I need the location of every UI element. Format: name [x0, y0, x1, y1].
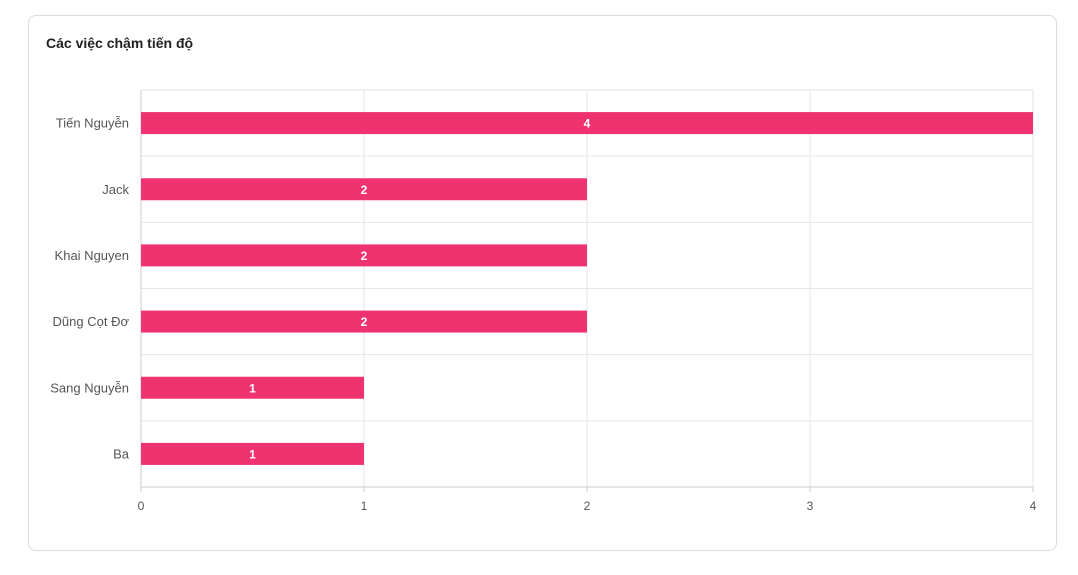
chart-title: Các việc chậm tiến độ [46, 35, 194, 51]
bar [141, 112, 1033, 135]
bar [141, 178, 587, 201]
bar [141, 244, 587, 267]
x-tick-label: 0 [138, 499, 145, 513]
y-category-label: Sang Nguyễn [50, 380, 129, 395]
bar-data-label: 1 [249, 447, 256, 461]
bar-data-label: 2 [361, 249, 368, 263]
x-tick-label: 2 [584, 499, 591, 513]
y-category-label: Jack [102, 182, 129, 197]
y-category-label: Ba [113, 446, 130, 461]
x-tick-label: 3 [807, 499, 814, 513]
bar [141, 310, 587, 333]
bar [141, 376, 364, 399]
y-category-label: Khai Nguyen [55, 248, 129, 263]
bar-data-label: 2 [361, 183, 368, 197]
bar [141, 442, 364, 465]
y-category-label: Dũng Cọt Đơ [53, 314, 130, 329]
y-category-label: Tiến Nguyễn [56, 116, 129, 131]
x-tick-label: 1 [361, 499, 368, 513]
x-tick-label: 4 [1030, 499, 1037, 513]
bar-data-label: 1 [249, 381, 256, 395]
bar-data-label: 4 [584, 117, 591, 131]
bar-data-label: 2 [361, 315, 368, 329]
